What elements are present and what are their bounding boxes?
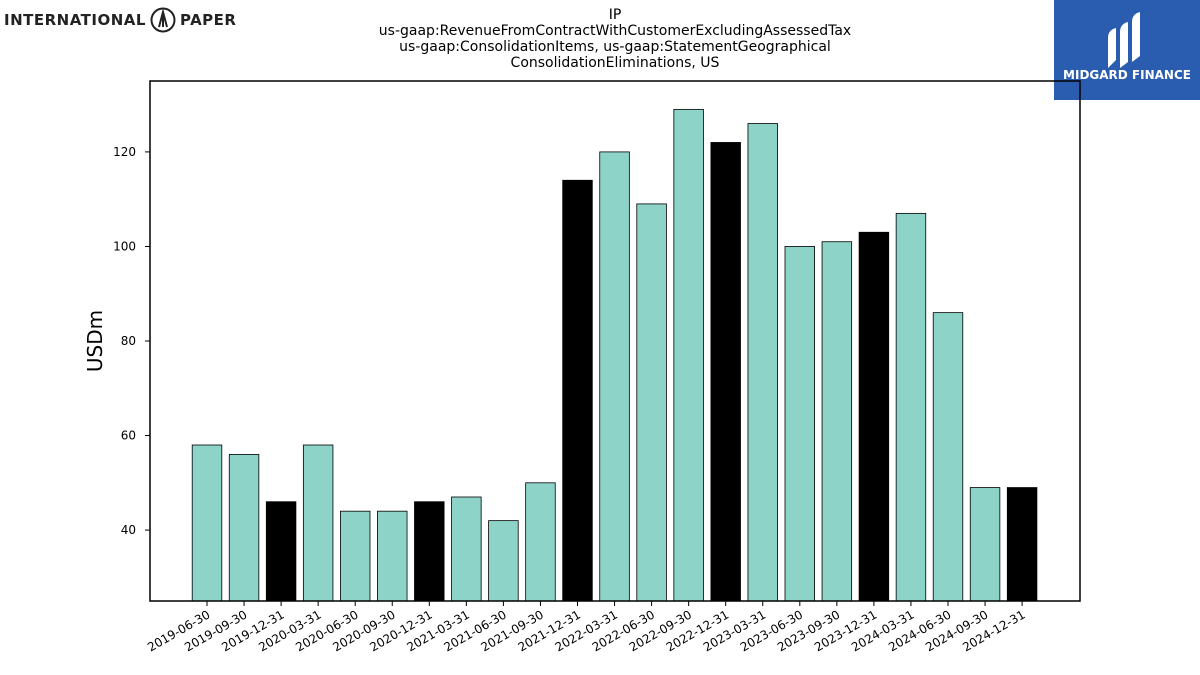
bar bbox=[562, 179, 593, 602]
bar bbox=[599, 151, 630, 602]
chart-title-line-3: us-gaap:ConsolidationItems, us-gaap:Stat… bbox=[399, 39, 831, 55]
bar bbox=[525, 482, 556, 602]
y-tick-label: 120 bbox=[113, 145, 136, 159]
bar bbox=[747, 123, 778, 602]
bar bbox=[969, 487, 1001, 602]
midgard-finance-logo: MIDGARD FINANCE bbox=[1054, 0, 1200, 100]
chart-title-line-1: IP bbox=[608, 7, 622, 23]
logo-text-international: INTERNATIONAL bbox=[4, 11, 146, 29]
international-paper-mark-icon bbox=[150, 7, 176, 33]
y-tick-label: 100 bbox=[113, 239, 136, 253]
international-paper-logo: INTERNATIONAL PAPER bbox=[4, 4, 236, 36]
bar bbox=[191, 444, 223, 602]
bar bbox=[636, 203, 667, 602]
bar bbox=[339, 510, 371, 602]
chart-title: IP us-gaap:RevenueFromContractWithCustom… bbox=[290, 7, 940, 71]
bar bbox=[451, 496, 482, 602]
bar bbox=[302, 444, 334, 602]
bar bbox=[895, 212, 927, 602]
chart-title-line-2: us-gaap:RevenueFromContractWithCustomerE… bbox=[378, 23, 852, 39]
bar bbox=[784, 246, 816, 602]
y-tick-label: 40 bbox=[121, 523, 136, 537]
y-axis-label: USDm bbox=[83, 310, 107, 372]
bar bbox=[488, 520, 519, 602]
bar bbox=[228, 454, 260, 602]
chart-title-line-4: ConsolidationEliminations, US bbox=[510, 55, 720, 71]
midgard-mark-icon bbox=[1108, 12, 1140, 68]
bar bbox=[673, 108, 704, 602]
logo-text-paper: PAPER bbox=[179, 11, 237, 29]
midgard-finance-wordmark: MIDGARD FINANCE bbox=[1063, 68, 1191, 82]
bar bbox=[377, 510, 408, 602]
bar bbox=[414, 501, 445, 602]
y-tick-label: 60 bbox=[121, 429, 136, 443]
bar bbox=[710, 142, 741, 602]
bar bbox=[265, 501, 297, 602]
bar bbox=[1006, 487, 1038, 602]
y-tick-label: 80 bbox=[121, 334, 136, 348]
bar bbox=[821, 241, 853, 602]
bar bbox=[932, 312, 964, 602]
bar bbox=[858, 231, 890, 602]
